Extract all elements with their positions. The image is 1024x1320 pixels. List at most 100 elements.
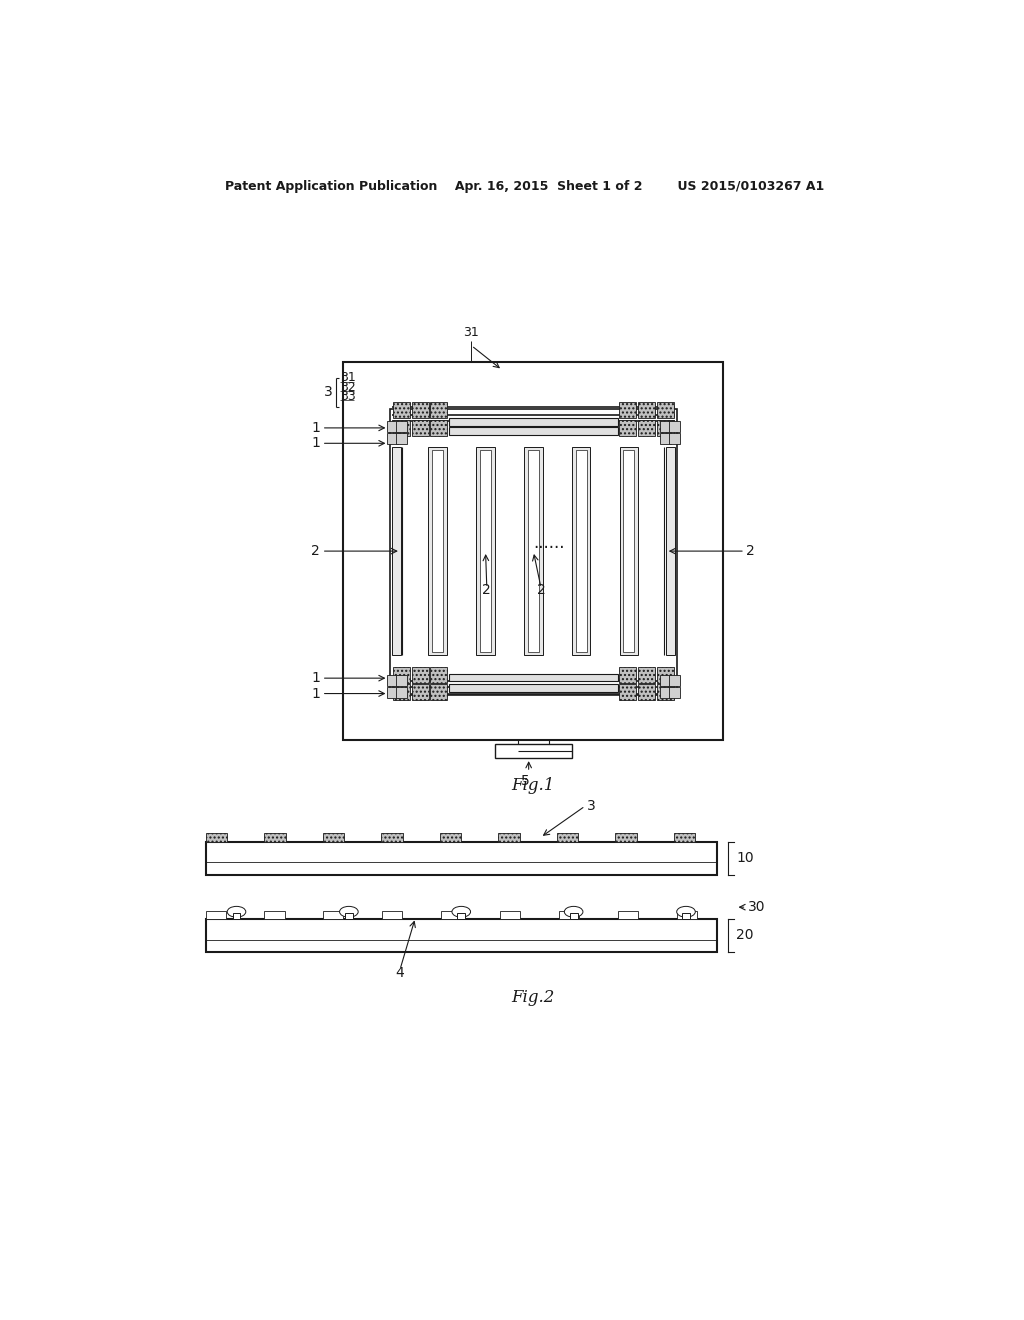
- Bar: [430, 668, 447, 682]
- Bar: [412, 684, 429, 700]
- Bar: [396, 675, 407, 686]
- Bar: [393, 403, 410, 418]
- Bar: [656, 668, 674, 682]
- Bar: [430, 420, 447, 436]
- Bar: [659, 688, 671, 698]
- Bar: [620, 420, 636, 436]
- Bar: [264, 912, 285, 919]
- Bar: [412, 420, 429, 436]
- Text: 1: 1: [311, 437, 321, 450]
- Bar: [387, 433, 397, 444]
- Text: 32: 32: [340, 380, 356, 393]
- Bar: [324, 912, 343, 919]
- Bar: [396, 688, 407, 698]
- Bar: [430, 684, 447, 700]
- Bar: [500, 912, 520, 919]
- Text: 1: 1: [311, 671, 321, 685]
- Bar: [391, 447, 400, 655]
- Bar: [430, 403, 447, 418]
- Bar: [393, 684, 410, 700]
- Bar: [396, 433, 407, 444]
- Text: 5: 5: [521, 774, 530, 788]
- Bar: [659, 675, 671, 686]
- Bar: [264, 833, 286, 842]
- Text: Fig.1: Fig.1: [512, 777, 555, 795]
- Bar: [575, 450, 587, 652]
- Bar: [638, 668, 655, 682]
- Bar: [620, 684, 636, 700]
- Bar: [656, 420, 674, 436]
- Bar: [677, 379, 707, 723]
- Text: 30: 30: [748, 900, 766, 915]
- Bar: [476, 447, 495, 655]
- Bar: [569, 913, 578, 919]
- Bar: [659, 433, 671, 444]
- Bar: [620, 403, 636, 418]
- Text: 2: 2: [311, 544, 321, 558]
- Bar: [343, 363, 723, 739]
- Bar: [449, 684, 617, 692]
- Text: Patent Application Publication    Apr. 16, 2015  Sheet 1 of 2        US 2015/010: Patent Application Publication Apr. 16, …: [225, 181, 824, 194]
- Bar: [323, 833, 344, 842]
- Text: 10: 10: [736, 851, 754, 866]
- Ellipse shape: [452, 907, 471, 917]
- Bar: [393, 420, 410, 436]
- Bar: [624, 450, 634, 652]
- Bar: [441, 912, 461, 919]
- Text: 20: 20: [736, 928, 754, 942]
- Bar: [449, 418, 617, 425]
- Text: 31: 31: [464, 326, 479, 339]
- Bar: [666, 447, 675, 655]
- Bar: [638, 684, 655, 700]
- Bar: [387, 421, 397, 432]
- Bar: [656, 684, 674, 700]
- Bar: [620, 668, 636, 682]
- Bar: [669, 433, 680, 444]
- Bar: [638, 420, 655, 436]
- Bar: [345, 913, 352, 919]
- Bar: [571, 447, 591, 655]
- Text: 31: 31: [340, 371, 356, 384]
- Bar: [682, 913, 690, 919]
- Bar: [480, 450, 490, 652]
- Bar: [559, 912, 579, 919]
- Bar: [390, 693, 677, 723]
- Bar: [206, 919, 717, 952]
- Text: 1: 1: [311, 686, 321, 701]
- Bar: [412, 668, 429, 682]
- Text: 3: 3: [587, 799, 596, 813]
- Bar: [396, 421, 407, 432]
- Bar: [449, 428, 617, 434]
- Bar: [524, 447, 543, 655]
- Text: 33: 33: [340, 389, 356, 403]
- Bar: [432, 450, 443, 652]
- Text: 2: 2: [537, 582, 546, 597]
- Bar: [615, 833, 637, 842]
- Bar: [206, 842, 717, 875]
- Bar: [659, 421, 671, 432]
- Bar: [449, 673, 617, 681]
- Bar: [428, 447, 447, 655]
- Bar: [656, 403, 674, 418]
- Bar: [669, 421, 680, 432]
- Ellipse shape: [227, 907, 246, 917]
- Text: Fig.2: Fig.2: [512, 989, 555, 1006]
- Bar: [387, 688, 397, 698]
- Bar: [381, 833, 402, 842]
- Bar: [458, 913, 465, 919]
- Bar: [617, 912, 638, 919]
- Bar: [528, 450, 539, 652]
- Bar: [382, 912, 402, 919]
- Bar: [390, 379, 677, 409]
- Bar: [669, 675, 680, 686]
- Ellipse shape: [340, 907, 358, 917]
- Bar: [206, 912, 225, 919]
- Bar: [557, 833, 579, 842]
- Bar: [232, 913, 241, 919]
- Bar: [677, 912, 697, 919]
- Bar: [206, 833, 227, 842]
- Bar: [439, 833, 461, 842]
- Bar: [360, 379, 390, 723]
- Text: 4: 4: [395, 966, 404, 979]
- Text: 1: 1: [311, 421, 321, 434]
